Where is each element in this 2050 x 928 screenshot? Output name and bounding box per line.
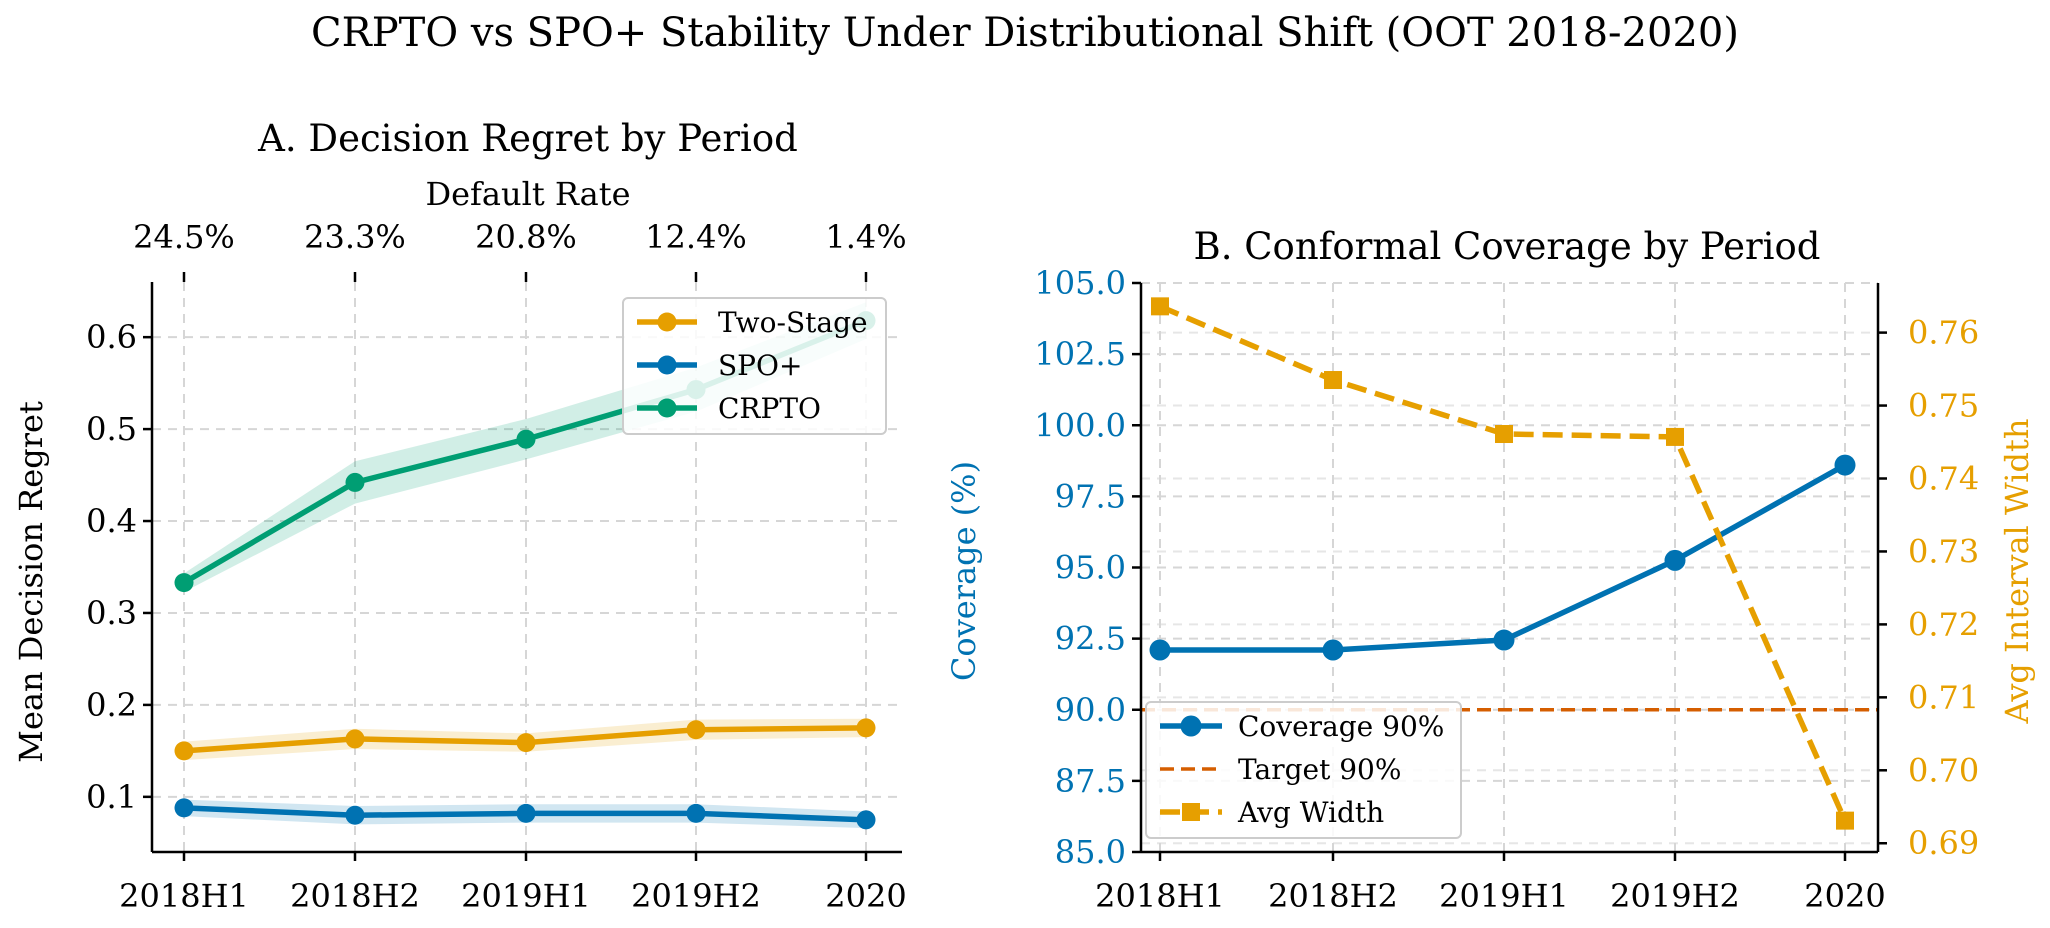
panel-a-ytick-label: 0.5 <box>86 410 137 448</box>
panel-a-point-spo <box>856 810 876 830</box>
panel-b-point-coverage-90 <box>1834 454 1856 476</box>
panel-a-decision-regret: A. Decision Regret by Period Default Rat… <box>12 117 907 915</box>
panel-b-legend: Coverage 90% Target 90% Avg Width <box>1145 701 1462 839</box>
panel-a-ylabel: Mean Decision Regret <box>12 401 50 763</box>
panel-b-y2tick-label: 0.74 <box>1908 460 1979 498</box>
panel-b-xtick-label: 2019H2 <box>1610 877 1740 915</box>
panel-a-xtick-label: 2018H2 <box>290 877 420 915</box>
panel-a-point-crpto <box>345 472 365 492</box>
panel-a-point-spo <box>345 805 365 825</box>
panel-a-secondary-xtick-label: 23.3% <box>304 218 406 256</box>
panel-b-point-avg-width <box>1495 425 1513 444</box>
panel-b-xtick-label: 2018H2 <box>1268 877 1398 915</box>
panel-a-point-two-stage <box>686 720 706 740</box>
panel-b-ytick-label: 92.5 <box>1055 620 1126 658</box>
panel-b-y2tick-label: 0.71 <box>1908 678 1979 716</box>
panel-a-title: A. Decision Regret by Period <box>257 117 798 160</box>
panel-b-ytick-label: 97.5 <box>1055 477 1126 515</box>
panel-b-ytick-label: 100.0 <box>1034 406 1126 444</box>
panel-b-y2tick-label: 0.75 <box>1908 387 1979 425</box>
panel-a-ytick-label: 0.1 <box>86 778 137 816</box>
panel-b-axes: 85.0 87.5 90.0 92.5 95.0 97.5 100.0 102.5 105.0 0… <box>1034 264 1979 915</box>
panel-a-point-two-stage <box>174 741 194 761</box>
panel-a-secondary-xlabel: Default Rate <box>425 175 630 213</box>
panel-a-ytick-label: 0.3 <box>86 594 137 632</box>
panel-a-point-two-stage <box>516 733 536 753</box>
panel-b-point-coverage-90 <box>1493 629 1515 651</box>
panel-b-ytick-label: 85.0 <box>1055 833 1126 871</box>
panel-a-legend-swatch-marker <box>657 355 677 375</box>
panel-b-legend-label: Target 90% <box>1238 753 1401 786</box>
panel-a-legend-swatch-marker <box>657 312 677 332</box>
panel-a-secondary-xtick-label: 12.4% <box>645 218 747 256</box>
panel-b-ytick-label: 105.0 <box>1034 264 1126 302</box>
panel-b-line-coverage-90 <box>1160 462 1847 653</box>
panel-b-point-coverage-90 <box>1664 549 1686 571</box>
panel-a-point-crpto <box>174 573 194 593</box>
panel-b-legend-label: Avg Width <box>1237 796 1384 829</box>
panel-b-title: B. Conformal Coverage by Period <box>1194 225 1821 268</box>
panel-a-legend-box <box>622 297 887 435</box>
panel-b-point-avg-width <box>1324 371 1342 390</box>
panel-b-point-coverage-90 <box>1322 639 1344 661</box>
panel-a-secondary-xtick-label: 24.5% <box>133 218 235 256</box>
panel-a-point-spo <box>174 798 194 818</box>
panel-a-ytick-label: 0.6 <box>86 318 137 356</box>
panel-b-y2label: Avg Interval Width <box>1998 419 2036 725</box>
panel-b-xtick-label: 2019H1 <box>1439 877 1569 915</box>
panel-b-legend-label: Coverage 90% <box>1238 710 1444 743</box>
panel-a-ytick-label: 0.2 <box>86 686 137 724</box>
panel-b-y2tick-label: 0.73 <box>1908 532 1979 570</box>
panel-b-y2tick-label: 0.69 <box>1908 824 1979 862</box>
panel-a-xtick-label: 2019H2 <box>631 877 761 915</box>
panel-a-point-two-stage <box>345 729 365 749</box>
panel-b-ytick-label: 87.5 <box>1055 762 1126 800</box>
panel-b-y2tick-label: 0.70 <box>1908 751 1979 789</box>
panel-a-point-spo <box>516 803 536 823</box>
panel-b-point-avg-width <box>1666 427 1684 446</box>
panel-a-legend-label: SPO+ <box>718 349 802 382</box>
panel-a-secondary-xtick-label: 20.8% <box>475 218 577 256</box>
panel-a-point-crpto <box>516 429 536 449</box>
panel-b-series <box>1141 297 1878 830</box>
panel-a-legend-label: CRPTO <box>718 392 821 425</box>
panel-a-point-spo <box>686 803 706 823</box>
panel-b-legend-swatch-marker <box>1182 803 1200 821</box>
panel-b-point-coverage-90 <box>1149 639 1171 661</box>
panel-b-point-avg-width <box>1151 297 1169 316</box>
panel-a-legend: Two-Stage SPO+ CRPTO <box>622 297 887 435</box>
panel-b-legend-box <box>1145 701 1462 839</box>
panel-a-xtick-label: 2018H1 <box>119 877 249 915</box>
panel-b-conformal-coverage: B. Conformal Coverage by Period Coverage… <box>945 225 2036 915</box>
panel-a-axes: 0.1 0.2 0.3 0.4 0.5 0.6 2018H1 2018H2 2019H1 2019… <box>86 218 907 915</box>
panel-a-secondary-xtick-label: 1.4% <box>825 218 906 256</box>
panel-b-ytick-label: 102.5 <box>1034 335 1126 373</box>
panel-a-xtick-label: 2020 <box>825 877 906 915</box>
panel-a-ytick-label: 0.4 <box>86 502 137 540</box>
panel-b-ytick-label: 95.0 <box>1055 549 1126 587</box>
panel-b-y2tick-label: 0.72 <box>1908 605 1979 643</box>
panel-b-ytick-label: 90.0 <box>1055 691 1126 729</box>
panel-a-point-two-stage <box>856 718 876 738</box>
panel-a-xtick-label: 2019H1 <box>461 877 591 915</box>
panel-a-legend-label: Two-Stage <box>718 306 868 339</box>
panel-b-ylabel: Coverage (%) <box>945 461 983 681</box>
panel-b-xtick-label: 2018H1 <box>1095 877 1225 915</box>
panel-b-legend-swatch-marker <box>1180 715 1202 737</box>
panel-b-point-avg-width <box>1836 811 1854 830</box>
panel-b-y2tick-label: 0.76 <box>1908 314 1979 352</box>
figure-suptitle: CRPTO vs SPO+ Stability Under Distributi… <box>311 10 1739 56</box>
panel-a-legend-swatch-marker <box>657 398 677 418</box>
panel-b-xtick-label: 2020 <box>1804 877 1885 915</box>
